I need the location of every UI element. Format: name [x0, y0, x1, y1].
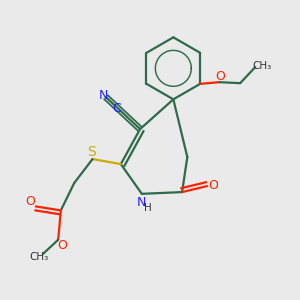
Text: CH₃: CH₃	[29, 252, 49, 262]
Text: O: O	[25, 195, 35, 208]
Text: O: O	[208, 179, 218, 192]
Text: O: O	[216, 70, 226, 83]
Text: CH₃: CH₃	[252, 61, 272, 71]
Text: N: N	[99, 89, 108, 102]
Text: C: C	[112, 102, 121, 115]
Text: H: H	[144, 203, 152, 213]
Text: N: N	[137, 196, 146, 209]
Text: S: S	[88, 145, 96, 159]
Text: O: O	[57, 239, 67, 252]
